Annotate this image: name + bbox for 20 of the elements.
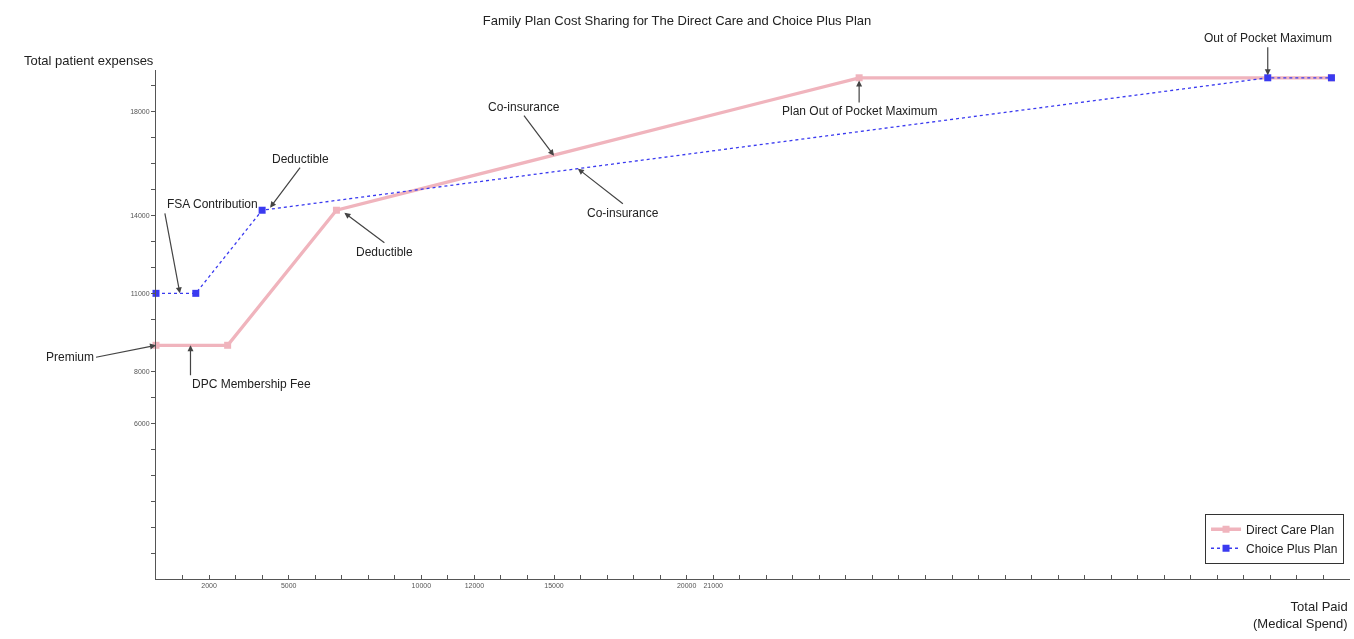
point [332,206,340,214]
legend-label: Direct Care Plan [1246,522,1335,537]
point [1264,74,1272,82]
chart-title: Family Plan Cost Sharing for The Direct Care and Choice Plus Plan [482,13,872,29]
legend-label: Choice Plus Plan [1246,541,1338,556]
x-axis-title: Total Paid (Medical Spend) [1253,599,1348,631]
annotation: Out of Pocket Maximum [1204,31,1333,45]
annotation: Plan Out of Pocket Maximum [782,104,938,118]
y-axis-title: Total patient expenses [24,53,154,68]
point [192,289,200,297]
annotation: Co-insurance [488,100,560,114]
point [855,74,863,82]
annotation: DPC Membership Fee [192,377,312,391]
annotation: Co-insurance [587,206,659,220]
annotation: FSA Contribution [167,197,258,211]
annotation: Deductible [356,245,414,259]
annotation: Premium [46,350,95,364]
annotation: Deductible [272,152,330,166]
point [258,206,266,214]
point [224,341,232,349]
